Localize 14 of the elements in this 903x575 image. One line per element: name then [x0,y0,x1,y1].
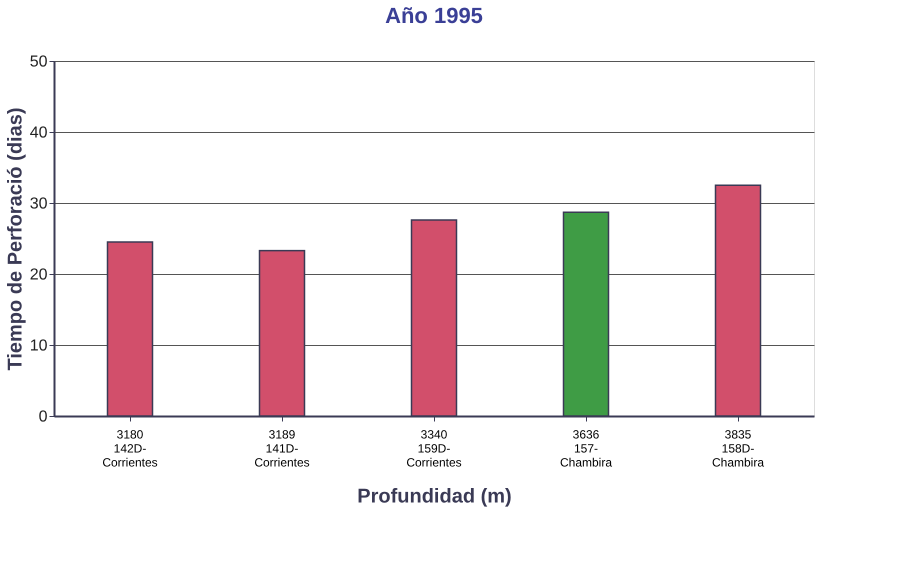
x-tick-label: 3180 142D- Corrientes [102,428,158,470]
y-axis-title: Tiempo de Perforació (dias) [4,107,27,371]
y-tick-label: 30 [30,196,48,212]
x-tick-label: 3340 159D- Corrientes [406,428,462,470]
x-axis-title: Profundidad (m) [357,486,512,508]
x-tick-label: 3636 157- Chambira [560,428,612,470]
x-tick-label: 3189 141D- Corrientes [254,428,310,470]
y-tick-label: 20 [30,266,48,284]
y-tick-label: 40 [30,124,48,142]
y-tick-label: 50 [30,54,48,70]
y-tick-label: 0 [38,408,48,426]
y-tick-label: 10 [30,338,48,354]
x-tick-label: 3835 158D- Chambira [712,428,764,470]
chart-title: Año 1995 [385,3,483,28]
